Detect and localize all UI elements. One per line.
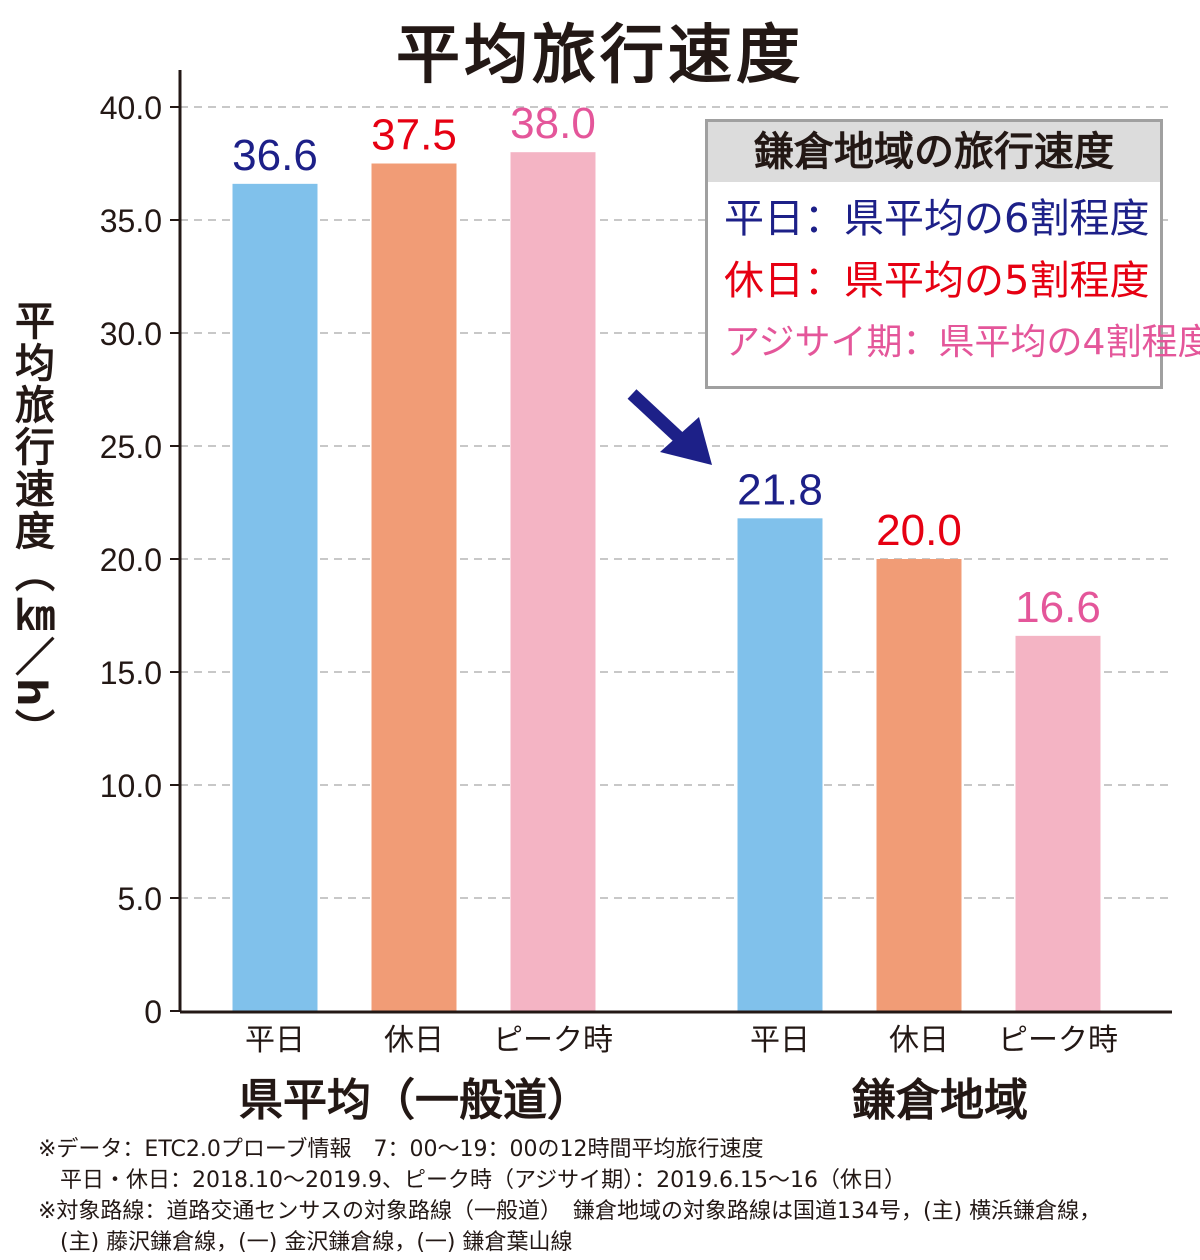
x-tick-label: 平日	[245, 1023, 305, 1058]
arrow-icon	[627, 389, 712, 465]
data-label: 36.6	[232, 131, 318, 180]
legend-item-hydrangea: アジサイ期：県平均の4割程度	[724, 322, 1200, 363]
data-label: 38.0	[510, 99, 596, 148]
legend-box: 鎌倉地域の旅行速度 平日：県平均の6割程度 休日：県平均の5割程度 アジサイ期：…	[705, 119, 1200, 389]
bar	[371, 163, 457, 1011]
y-tick-label: 35.0	[100, 203, 162, 239]
y-tick-label: 0	[144, 994, 162, 1030]
y-tick-label: 40.0	[100, 90, 162, 126]
chart-title: 平均旅行速度	[396, 19, 804, 93]
group-label-kamakura: 鎌倉地域	[852, 1075, 1028, 1126]
footnote-line: ※対象路線：道路交通センサスの対象路線（一般道） 鎌倉地域の対象路線は国道134…	[38, 1199, 1102, 1224]
footnotes: ※データ：ETC2.0プローブ情報 7：00～19：00の12時間平均旅行速度 …	[38, 1134, 1101, 1258]
bar	[232, 183, 318, 1012]
y-axis-label: 平均旅行速度（㎞／h）	[8, 300, 54, 751]
data-label: 16.6	[1015, 583, 1101, 632]
group-label-prefecture: 県平均（一般道）	[239, 1075, 591, 1126]
bar-chart: 0 5.0 10.0 15.0 20.0 25.0 30.0 35.0 40.0 36.6 平日 3…	[100, 70, 1172, 1058]
x-tick-label: 休日	[889, 1023, 949, 1058]
bar	[737, 518, 823, 1011]
legend-item-holiday: 休日：県平均の5割程度	[724, 258, 1150, 304]
y-tick-label: 25.0	[100, 429, 162, 465]
y-tick-label: 5.0	[118, 881, 162, 917]
footnote-line: 平日・休日：2018.10～2019.9、ピーク時（アジサイ期）：2019.6.…	[38, 1168, 907, 1193]
y-tick-label: 30.0	[100, 316, 162, 352]
x-tick-label: 休日	[384, 1023, 444, 1058]
footnote-line: ※データ：ETC2.0プローブ情報 7：00～19：00の12時間平均旅行速度	[38, 1137, 764, 1162]
legend-header: 鎌倉地域の旅行速度	[708, 122, 1160, 182]
x-tick-label: 平日	[750, 1023, 810, 1058]
bar	[1015, 635, 1101, 1011]
x-tick-label: ピーク時	[998, 1023, 1118, 1058]
data-label: 21.8	[737, 465, 823, 514]
legend-item-weekday: 平日：県平均の6割程度	[724, 196, 1150, 242]
y-tick-label: 10.0	[100, 768, 162, 804]
bar	[510, 152, 596, 1011]
data-label: 20.0	[876, 506, 962, 555]
x-tick-label: ピーク時	[493, 1023, 613, 1058]
data-label: 37.5	[371, 111, 457, 160]
y-tick-label: 20.0	[100, 542, 162, 578]
y-tick-label: 15.0	[100, 655, 162, 691]
footnote-line: (主) 藤沢鎌倉線，(一) 金沢鎌倉線，(一) 鎌倉葉山線	[38, 1230, 573, 1255]
bar	[876, 559, 962, 1011]
